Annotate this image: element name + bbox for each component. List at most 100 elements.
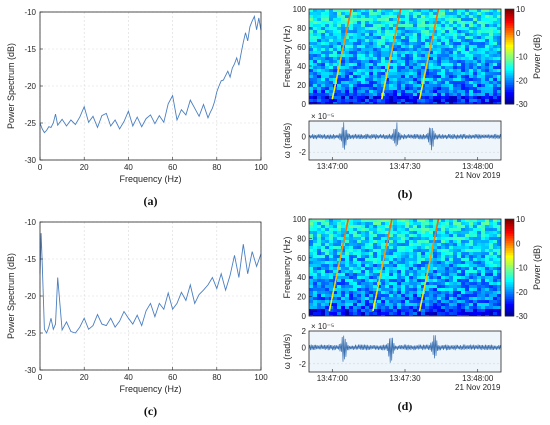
sweep-trace [388, 61, 391, 66]
sweep-trace [425, 61, 429, 66]
sweep-trace [375, 291, 378, 296]
sweep-trace [399, 8, 402, 13]
sweep-trace [344, 31, 348, 36]
sweep-trace [431, 35, 434, 40]
x-axis-label: Frequency (Hz) [119, 174, 181, 184]
sweep-trace [429, 42, 433, 47]
sweep-trace [340, 249, 343, 254]
sweep-trace [373, 299, 377, 304]
sweep-trace [394, 31, 397, 36]
sweep-trace [331, 95, 334, 100]
y-tick-label: -25 [24, 119, 36, 128]
sweep-trace [387, 234, 390, 239]
sweep-trace [373, 303, 376, 308]
sweep-trace [425, 272, 429, 277]
sweep-trace [432, 31, 435, 36]
x-tick-label: 40 [124, 163, 133, 172]
signal-y-tick-label: 0 [302, 133, 307, 142]
sweep-trace [387, 65, 390, 70]
sweep-trace [433, 234, 437, 239]
sweep-trace [435, 16, 438, 21]
colorbar-tick-label: -30 [516, 312, 528, 321]
colorbar-label: Power (dB) [532, 34, 542, 79]
x-tick-label: 20 [80, 373, 89, 382]
colorbar-tick-label: -10 [516, 264, 528, 273]
axes-box [308, 8, 502, 105]
sweep-trace [333, 87, 336, 92]
sweep-trace [395, 23, 399, 28]
sweep-trace [337, 69, 340, 74]
y-tick-label: 100 [293, 215, 307, 224]
sweep-trace [421, 291, 425, 296]
sweep-trace [336, 72, 339, 77]
sweep-trace [429, 257, 432, 262]
sweep-trace [372, 307, 375, 312]
sweep-trace [337, 264, 340, 270]
sweep-trace [376, 284, 380, 289]
sweep-trace [390, 50, 393, 55]
sweep-trace [386, 69, 389, 74]
sweep-trace [381, 91, 385, 96]
sweep-trace [430, 38, 433, 44]
colorbar-tick-label: 10 [516, 5, 525, 14]
sweep-trace [420, 299, 423, 304]
time-tick-label: 13:47:00 [317, 374, 349, 383]
colorbar [504, 218, 515, 317]
x-tick-label: 100 [254, 373, 268, 382]
sweep-trace [330, 295, 334, 300]
sweep-trace [347, 20, 350, 25]
time-tick-label: 13:47:30 [389, 374, 421, 383]
x-tick-label: 60 [168, 163, 177, 172]
sweep-trace [419, 91, 422, 96]
sweep-trace [348, 16, 351, 21]
y-tick-label: 40 [297, 62, 306, 71]
sweep-trace [332, 287, 335, 293]
sweep-trace [434, 20, 437, 25]
sweep-trace [427, 53, 430, 59]
sweep-trace [380, 95, 384, 100]
sweep-trace [432, 238, 436, 243]
y-tick-label: -20 [24, 292, 36, 301]
sweep-trace [418, 307, 422, 312]
sweep-trace [376, 287, 379, 293]
sweep-trace [345, 27, 349, 32]
sweep-trace [343, 234, 346, 239]
sweep-trace [385, 72, 389, 77]
panel-label: (d) [398, 399, 413, 413]
sweep-trace [343, 38, 346, 44]
sweep-trace [384, 76, 388, 81]
sweep-trace [383, 253, 386, 258]
sweep-trace [345, 226, 348, 231]
y-tick-label: 80 [297, 234, 306, 243]
sweep-trace [379, 272, 382, 277]
sweep-trace [344, 35, 347, 40]
sweep-trace [384, 245, 388, 250]
sweep-trace [382, 257, 385, 262]
exponent-label: × 10⁻⁵ [311, 322, 334, 331]
x-tick-label: 20 [80, 163, 89, 172]
sweep-trace [334, 280, 337, 285]
y-axis-label: Frequency (Hz) [282, 25, 292, 87]
sweep-trace [428, 261, 431, 266]
sweep-trace [389, 222, 392, 227]
sweep-trace [388, 226, 392, 231]
panel-label: (a) [144, 194, 158, 208]
sweep-trace [423, 284, 426, 289]
sweep-trace [328, 307, 331, 312]
x-tick-label: 40 [124, 373, 133, 382]
y-tick-label: -10 [24, 8, 36, 17]
sweep-trace [396, 20, 400, 25]
sweep-trace [341, 46, 345, 51]
sweep-trace [391, 42, 395, 47]
sweep-trace [395, 27, 398, 32]
sweep-trace [433, 23, 437, 28]
time-tick-label: 13:48:00 [462, 374, 494, 383]
sweep-trace [340, 53, 343, 59]
sweep-trace [380, 264, 384, 270]
y-tick-label: -30 [24, 156, 36, 165]
sweep-trace [333, 284, 336, 289]
sweep-trace [338, 61, 341, 66]
time-tick-label: 13:47:30 [389, 162, 421, 171]
spectrogram-b [308, 8, 515, 105]
sweep-trace [341, 245, 344, 250]
